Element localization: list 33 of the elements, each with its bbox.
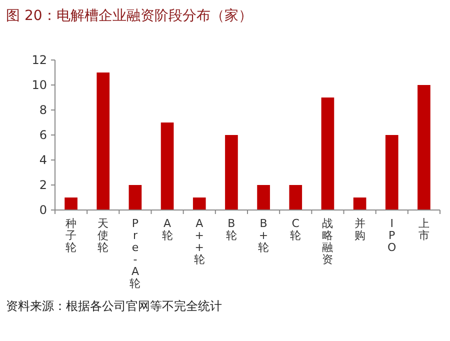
x-tick-label: A轮 [162, 217, 173, 242]
x-tick-label: A++轮 [194, 217, 205, 266]
y-tick-label: 0 [39, 203, 47, 217]
y-tick-label: 12 [32, 53, 47, 67]
text: 资料来源：根据各公司官网等不完全统计 [6, 299, 222, 313]
bar [128, 185, 142, 210]
bar [289, 185, 302, 210]
bar [64, 198, 78, 210]
bar [418, 85, 430, 210]
bar [225, 135, 238, 210]
bar [385, 135, 398, 210]
bar [192, 198, 206, 210]
x-tick-label: B+轮 [258, 217, 270, 254]
x-tick-label: 种子轮 [66, 217, 77, 254]
chart-title: 图 20：电解槽企业融资阶段分布（家） [6, 8, 252, 24]
x-tick-label: 战略融资 [322, 217, 334, 266]
bar [96, 72, 110, 210]
x-tick-label: 天使轮 [98, 217, 109, 254]
bar [321, 98, 334, 210]
y-tick-label: 10 [32, 78, 47, 92]
x-tick-label: 上市 [418, 217, 430, 242]
bar [257, 185, 270, 210]
y-tick-label: 2 [39, 178, 47, 192]
bar [160, 122, 174, 210]
x-tick-label: 并购 [354, 217, 366, 242]
y-tick-label: 6 [39, 128, 47, 142]
y-tick-label: 4 [39, 153, 47, 167]
x-tick-label: C轮 [290, 217, 302, 242]
bar [353, 198, 366, 210]
y-tick-label: 8 [39, 103, 47, 117]
x-tick-label: B轮 [226, 217, 237, 242]
x-tick-label: IPO [388, 217, 397, 254]
x-tick-label: Pre-A轮 [130, 217, 141, 290]
